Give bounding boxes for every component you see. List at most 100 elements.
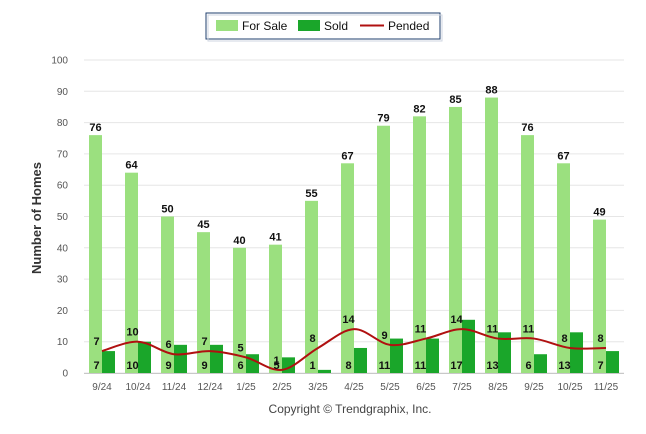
x-tick-label: 2/25 — [272, 382, 292, 393]
label-for-sale-2/25: 41 — [269, 232, 281, 244]
label-pended-10/24: 10 — [126, 327, 138, 339]
bar-for-sale-9/24 — [89, 135, 102, 373]
label-pended-11/24: 6 — [165, 339, 171, 351]
y-axis-ticks: 0 10 20 30 40 50 60 70 80 90 100 — [51, 56, 68, 380]
x-tick-label: 11/24 — [162, 382, 187, 393]
label-pended-12/24: 7 — [201, 336, 207, 348]
y-tick-label: 60 — [57, 181, 69, 192]
bar-for-sale-12/24 — [197, 232, 210, 373]
label-for-sale-1/25: 40 — [233, 235, 245, 247]
bar-sold-12/24 — [210, 344, 223, 373]
label-for-sale-8/25: 88 — [485, 85, 497, 97]
bar-for-sale-1/25 — [233, 247, 246, 373]
label-pended-3/25: 8 — [309, 333, 315, 345]
label-sold-10/24: 10 — [126, 360, 138, 372]
bar-for-sale-2/25 — [269, 244, 282, 373]
legend-swatch-for-sale — [216, 20, 238, 31]
label-sold-10/25: 13 — [558, 360, 570, 372]
x-tick-label: 3/25 — [308, 382, 328, 393]
bar-for-sale-11/25 — [593, 219, 606, 373]
label-sold-11/25: 7 — [597, 360, 603, 372]
legend: For Sale Sold Pended — [205, 12, 443, 42]
label-for-sale-5/25: 79 — [377, 113, 389, 125]
legend-label-for-sale: For Sale — [242, 19, 288, 33]
y-tick-label: 20 — [57, 306, 69, 317]
label-pended-11/25: 8 — [597, 333, 603, 345]
x-tick-label: 7/25 — [452, 382, 472, 393]
x-tick-label: 11/25 — [594, 382, 619, 393]
label-sold-9/24: 7 — [93, 360, 99, 372]
y-axis-label: Number of Homes — [29, 162, 44, 274]
label-pended-6/25: 11 — [415, 324, 427, 336]
y-tick-label: 80 — [57, 118, 69, 129]
label-sold-9/25: 6 — [525, 360, 531, 372]
bar-for-sale-6/25 — [413, 116, 426, 373]
label-pended-8/25: 11 — [487, 324, 499, 336]
label-sold-8/25: 13 — [486, 360, 498, 372]
legend-swatch-sold — [298, 20, 320, 31]
legend-label-pended: Pended — [388, 19, 429, 33]
bar-sold-10/24 — [138, 341, 151, 373]
bar-for-sale-4/25 — [341, 163, 354, 373]
label-sold-12/24: 9 — [201, 360, 207, 372]
label-sold-1/25: 6 — [237, 360, 243, 372]
y-tick-label: 30 — [57, 275, 69, 286]
label-for-sale-7/25: 85 — [449, 94, 461, 106]
data-labels: 7676410509459406415551678791182118517881… — [89, 85, 605, 372]
y-tick-label: 70 — [57, 149, 69, 160]
bar-sold-3/25 — [318, 369, 331, 373]
label-sold-7/25: 17 — [450, 360, 462, 372]
bar-sold-6/25 — [426, 338, 439, 373]
label-for-sale-9/24: 76 — [89, 122, 101, 134]
bar-for-sale-10/25 — [557, 163, 570, 373]
bar-sold-11/25 — [606, 351, 619, 373]
bar-for-sale-5/25 — [377, 125, 390, 373]
x-tick-label: 4/25 — [344, 382, 364, 393]
label-pended-2/25: 1 — [273, 355, 279, 367]
bar-for-sale-9/25 — [521, 135, 534, 373]
x-tick-label: 9/24 — [92, 382, 112, 393]
bar-sold-8/25 — [498, 332, 511, 373]
label-pended-1/25: 5 — [237, 342, 243, 354]
bar-for-sale-10/24 — [125, 172, 138, 373]
label-pended-9/25: 11 — [523, 324, 535, 336]
label-sold-11/24: 9 — [165, 360, 171, 372]
label-sold-4/25: 8 — [345, 360, 351, 372]
x-tick-label: 1/25 — [236, 382, 256, 393]
legend-label-sold: Sold — [324, 19, 348, 33]
x-tick-label: 9/25 — [524, 382, 544, 393]
label-sold-6/25: 11 — [415, 360, 427, 372]
bar-for-sale-3/25 — [305, 200, 318, 373]
bar-for-sale-8/25 — [485, 97, 498, 373]
x-axis-ticks: 9/24 10/24 11/24 12/24 1/25 2/25 3/25 4/25 5/25 6… — [92, 382, 618, 393]
y-tick-label: 100 — [51, 56, 68, 67]
y-tick-label: 50 — [57, 212, 69, 223]
bar-sold-7/25 — [462, 319, 475, 373]
pended-line — [101, 328, 607, 371]
y-tick-label: 0 — [62, 369, 68, 380]
bar-sold-11/24 — [174, 344, 187, 373]
bar-sold-4/25 — [354, 347, 367, 373]
label-sold-5/25: 11 — [379, 360, 391, 372]
label-pended-10/25: 8 — [561, 333, 567, 345]
bar-for-sale-7/25 — [449, 106, 462, 373]
label-for-sale-10/24: 64 — [125, 160, 138, 172]
y-tick-label: 90 — [57, 87, 69, 98]
x-tick-label: 10/25 — [557, 382, 582, 393]
label-pended-7/25: 14 — [450, 314, 463, 326]
x-tick-label: 8/25 — [488, 382, 508, 393]
x-tick-label: 10/24 — [125, 382, 150, 393]
label-for-sale-4/25: 67 — [341, 150, 353, 162]
label-for-sale-11/24: 50 — [161, 204, 173, 216]
label-for-sale-9/25: 76 — [521, 122, 533, 134]
y-tick-label: 40 — [57, 243, 69, 254]
bars — [89, 97, 619, 373]
bar-sold-10/25 — [570, 332, 583, 373]
bar-sold-9/24 — [102, 351, 115, 373]
x-tick-label: 12/24 — [197, 382, 222, 393]
y-tick-label: 10 — [57, 337, 69, 348]
bar-sold-5/25 — [390, 338, 403, 373]
label-pended-4/25: 14 — [342, 314, 355, 326]
label-sold-2/25: 5 — [273, 360, 279, 372]
